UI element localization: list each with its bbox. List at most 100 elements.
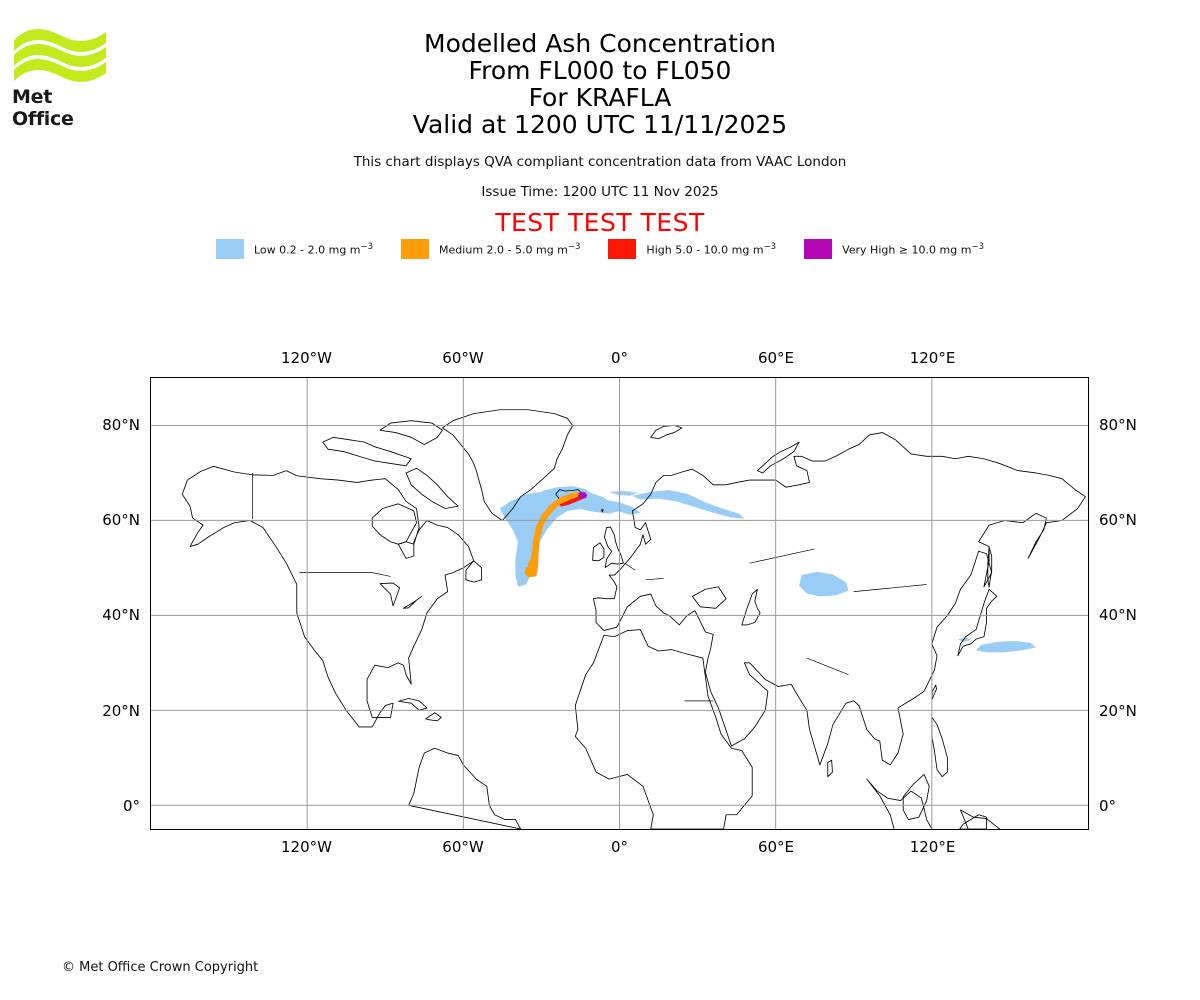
coastline-canada-arctic-2 (379, 420, 443, 445)
coastline-great-lakes-1 (379, 582, 400, 607)
coastline-great-lakes-2 (403, 595, 423, 609)
concentration-legend: Low 0.2 - 2.0 mg m−3 Medium 2.0 - 5.0 mg … (0, 239, 1200, 259)
qva-note: This chart displays QVA compliant concen… (353, 154, 847, 170)
coastline-south-america-n (408, 747, 522, 829)
lat-label-right-40°N: 40°N (1099, 606, 1137, 625)
coastline-hudson-2 (371, 503, 417, 545)
coastline-black-sea-n (691, 586, 727, 609)
ash-low-east-lobe (603, 499, 641, 515)
legend-swatch-medium (401, 239, 430, 259)
ash-low-nw-pacific (976, 641, 1036, 653)
ash-low-central-asia (799, 571, 849, 597)
coastline-baffin (405, 467, 459, 509)
met-office-wave-mark (14, 29, 106, 82)
ash-very-high-vent (578, 491, 588, 499)
coastline-japan (957, 588, 998, 657)
lat-label-left-60°N: 60°N (102, 511, 140, 530)
lon-label-top-60°W: 60°W (442, 349, 484, 367)
legend-item-high: High 5.0 - 10.0 mg m−3 (608, 239, 776, 259)
coastline-sakhalin (987, 547, 993, 588)
lon-label-top-60°E: 60°E (757, 349, 795, 367)
flight-level-line: From FL000 to FL050 (468, 56, 732, 85)
lon-label-bottom-120°W: 120°W (281, 838, 332, 856)
met-office-wordmark: Met Office (12, 86, 74, 130)
legend-item-low: Low 0.2 - 2.0 mg m−3 (216, 239, 373, 259)
coastline-hispaniola (425, 712, 442, 722)
coastline-novaya-zemlya (756, 441, 800, 474)
lon-label-bottom-120°E: 120°E (909, 838, 956, 856)
ash-low-scandinavia (632, 490, 745, 519)
coastline-uk (604, 526, 624, 568)
logo-wave-band-2 (14, 44, 106, 67)
valid-at-line: Valid at 1200 UTC 11/11/2025 (412, 110, 788, 139)
volcano-line: For KRAFLA (528, 83, 672, 112)
met-office-logo: Met Office (12, 26, 112, 130)
lat-label-left-20°N: 20°N (102, 701, 140, 720)
chart-header: Modelled Ash Concentration From FL000 to… (0, 0, 1200, 237)
ash-concentration-map: 120°W 120°W 60°W 60°W 0° 0° 60°E 60°E 120°E 120°E… (102, 349, 1137, 856)
legend-swatch-high (608, 239, 637, 259)
coastline-borneo-sep (902, 774, 930, 820)
coastline-eurasia (593, 432, 1086, 766)
legend-item-very-high: Very High ≥ 10.0 mg m−3 (804, 239, 984, 259)
border-russia-kaz (749, 548, 815, 564)
test-banner: TEST TEST TEST (495, 208, 705, 237)
lat-label-right-60°N: 60°N (1099, 511, 1137, 530)
border-india-n (806, 657, 849, 676)
coastline-indonesia (866, 778, 987, 829)
lon-label-top-0°: 0° (610, 349, 629, 367)
coastline-sri-lanka (827, 759, 833, 778)
graticule-layer (151, 378, 1088, 829)
legend-label-medium: Medium 2.0 - 5.0 mg m−3 (439, 241, 581, 257)
border-europe-c1 (645, 577, 664, 581)
ash-low-japan-sea (957, 637, 971, 642)
ash-layer-low (499, 486, 1036, 653)
lat-label-right-80°N: 80°N (1099, 415, 1137, 434)
coastline-layer (181, 409, 1086, 829)
lon-label-bottom-60°E: 60°E (757, 838, 795, 856)
coastline-north-america (181, 465, 475, 728)
ash-plume-layer (524, 491, 588, 578)
lon-label-bottom-60°W: 60°W (442, 838, 484, 856)
legend-item-medium: Medium 2.0 - 5.0 mg m−3 (401, 239, 580, 259)
map-frame (150, 377, 1089, 830)
coastline-taiwan (931, 684, 937, 701)
ash-high-near-source (559, 495, 586, 507)
ash-medium-plume-arc (527, 491, 586, 574)
coastline-newfoundland (465, 560, 483, 583)
lat-label-left-0°: 0° (122, 797, 140, 816)
coastline-canada-arctic-1 (322, 436, 412, 467)
lon-label-top-120°E: 120°E (909, 349, 956, 367)
lat-label-left-80°N: 80°N (102, 415, 140, 434)
ash-medium-southern-bulb (524, 565, 538, 578)
legend-label-low: Low 0.2 - 2.0 mg m−3 (254, 241, 374, 257)
lon-label-top-120°W: 120°W (281, 349, 332, 367)
coastline-new-guinea (960, 809, 1001, 829)
lat-label-right-0°: 0° (1099, 797, 1117, 816)
border-usa-canada-east (372, 572, 391, 577)
border-china-mongolia (853, 584, 927, 592)
legend-swatch-low (216, 239, 244, 259)
lat-label-left-40°N: 40°N (102, 606, 140, 625)
border-europe-c2 (624, 562, 636, 571)
coastline-greenland (442, 409, 574, 521)
logo-wave-band-1 (14, 29, 106, 52)
page-title: Modelled Ash Concentration (424, 29, 776, 58)
lat-label-right-20°N: 20°N (1099, 701, 1137, 720)
issue-time: Issue Time: 1200 UTC 11 Nov 2025 (481, 184, 719, 200)
legend-swatch-very-high (804, 239, 833, 259)
ash-low-norwegian-sea (609, 490, 638, 496)
lon-label-bottom-0°: 0° (610, 838, 629, 856)
coastline-caspian (741, 588, 761, 626)
legend-label-high: High 5.0 - 10.0 mg m−3 (646, 241, 777, 257)
coastline-cuba (398, 698, 428, 711)
map-canvas (151, 378, 1088, 829)
copyright-notice: © Met Office Crown Copyright (62, 960, 259, 975)
coastline-ireland (592, 542, 605, 562)
coastline-philippines (931, 716, 948, 778)
logo-wave-band-3 (14, 59, 106, 82)
coastline-africa-n (574, 629, 753, 829)
legend-label-very-high: Very High ≥ 10.0 mg m−3 (842, 241, 984, 257)
coastline-svalbard (650, 425, 683, 440)
coastline-norway-sea-isl (600, 509, 604, 513)
